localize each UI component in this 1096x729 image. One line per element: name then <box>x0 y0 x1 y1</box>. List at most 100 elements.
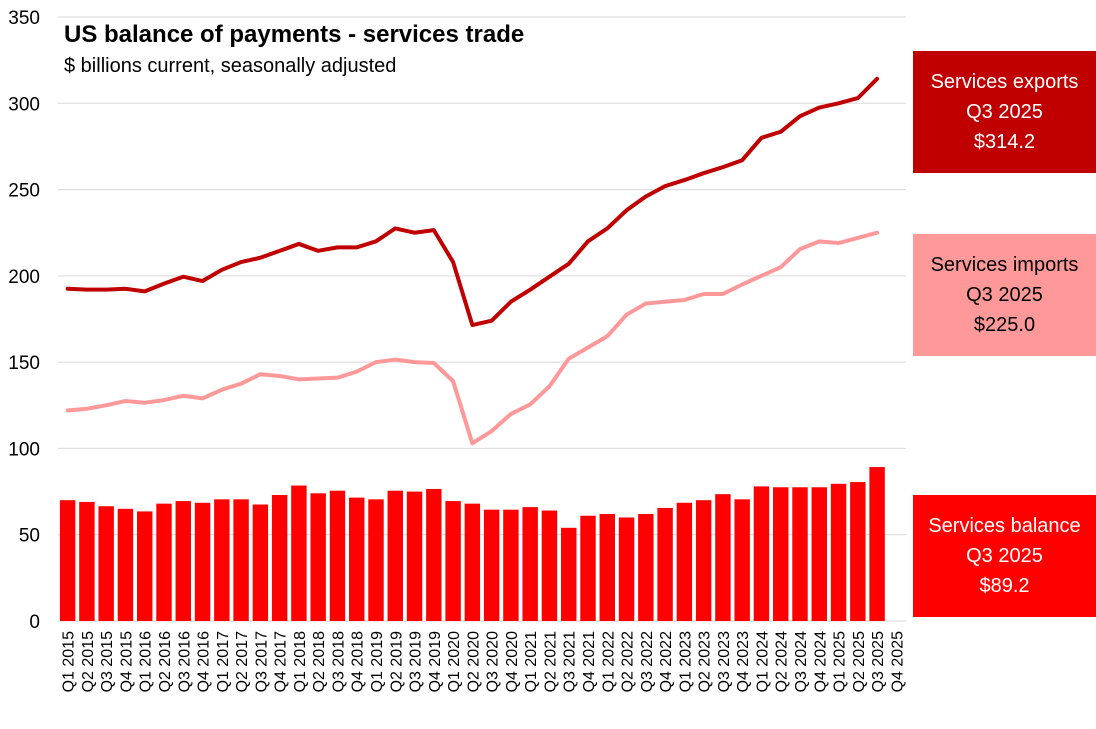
x-tick-label: Q3 2022 <box>639 631 656 692</box>
services-balance-bar <box>156 503 172 621</box>
x-tick-label: Q1 2025 <box>832 631 849 692</box>
services-balance-bar <box>329 490 346 621</box>
services-balance-bar <box>599 514 615 621</box>
services-balance-bar <box>734 499 750 621</box>
services-balance-bar <box>522 507 538 621</box>
x-tick-label: Q4 2024 <box>812 631 829 692</box>
x-tick-label: Q2 2021 <box>542 631 559 692</box>
services-balance-bar <box>753 486 770 621</box>
x-tick-label: Q4 2023 <box>735 631 752 692</box>
x-tick-label: Q2 2019 <box>388 631 405 692</box>
x-tick-label: Q4 2015 <box>118 631 135 692</box>
x-tick-label: Q2 2018 <box>311 631 328 692</box>
x-axis-tick-labels: Q1 2015 Q2 2015 Q3 2015 Q4 2015 Q1 2016 Q2 20… <box>61 631 907 692</box>
x-tick-label: Q3 2024 <box>793 631 810 692</box>
services-balance-bar <box>194 502 211 621</box>
x-tick-label: Q4 2017 <box>273 631 290 692</box>
x-tick-label: Q1 2015 <box>61 631 78 692</box>
services-balance-bar <box>695 500 712 621</box>
y-tick-label: 150 <box>8 353 40 374</box>
callout-value: $89.2 <box>979 575 1030 597</box>
x-tick-label: Q4 2018 <box>350 631 367 692</box>
services-balance-bar <box>580 515 596 621</box>
x-tick-label: Q2 2023 <box>697 631 714 692</box>
services-balance-bar <box>657 507 673 621</box>
x-tick-label: Q1 2020 <box>446 631 463 692</box>
services-balance-bar <box>715 494 731 621</box>
services-balance-bar <box>792 487 808 621</box>
callout-services-balance: Services balance Q3 2025 $89.2 <box>913 495 1096 617</box>
x-tick-label: Q3 2021 <box>562 631 579 692</box>
gridlines <box>58 16 906 622</box>
services-balance-bar <box>233 499 249 621</box>
callout-period: Q3 2025 <box>966 101 1043 123</box>
services-balance-bar <box>387 490 403 621</box>
services-balance-bar <box>291 485 307 621</box>
x-tick-label: Q1 2021 <box>523 631 540 692</box>
x-tick-label: Q1 2016 <box>138 631 155 692</box>
x-tick-label: Q1 2024 <box>754 631 771 692</box>
x-tick-label: Q2 2017 <box>234 631 251 692</box>
y-axis-tick-labels: 0 50 100 150 200 250 300 350 <box>8 8 40 633</box>
chart-title: US balance of payments - services trade <box>64 21 524 48</box>
y-tick-label: 350 <box>8 8 40 29</box>
chart-subtitle: $ billions current, seasonally adjusted <box>64 55 396 77</box>
services-imports-line <box>65 230 880 446</box>
services-balance-bar <box>271 495 288 621</box>
x-tick-label: Q2 2020 <box>465 631 482 692</box>
services-balance-bar <box>676 502 693 621</box>
callout-services-exports: Services exports Q3 2025 $314.2 <box>913 51 1096 173</box>
services-balance-bar <box>426 488 442 621</box>
x-tick-label: Q1 2019 <box>369 631 386 692</box>
services-exports-line <box>65 76 880 328</box>
x-tick-label: Q4 2016 <box>196 631 213 692</box>
x-tick-label: Q3 2018 <box>330 631 347 692</box>
services-balance-bar <box>98 506 114 621</box>
y-tick-label: 100 <box>8 439 40 460</box>
x-tick-label: Q2 2024 <box>774 631 791 692</box>
services-balance-bar <box>214 499 230 621</box>
line-series <box>65 76 880 446</box>
x-tick-label: Q2 2022 <box>620 631 637 692</box>
services-balance-bar <box>773 487 789 621</box>
x-tick-label: Q3 2025 <box>870 631 887 692</box>
x-tick-label: Q3 2017 <box>253 631 270 692</box>
y-tick-label: 250 <box>8 181 40 202</box>
services-balance-bar <box>638 514 654 621</box>
services-balance-bar <box>869 467 885 621</box>
x-tick-label: Q1 2017 <box>215 631 232 692</box>
services-balance-bar <box>811 487 827 621</box>
x-tick-label: Q1 2023 <box>677 631 694 692</box>
x-tick-label: Q4 2019 <box>427 631 444 692</box>
callout-series-name: Services exports <box>930 71 1079 93</box>
services-balance-bar <box>830 483 847 621</box>
y-tick-label: 300 <box>8 94 40 115</box>
services-balance-bar <box>850 482 866 621</box>
x-tick-label: Q3 2016 <box>176 631 193 692</box>
services-balance-bar <box>137 511 153 621</box>
x-tick-label: Q4 2020 <box>504 631 521 692</box>
x-tick-label: Q3 2015 <box>99 631 116 692</box>
services-balance-bar <box>483 509 500 621</box>
y-tick-label: 0 <box>29 612 40 633</box>
callout-period: Q3 2025 <box>966 545 1043 567</box>
x-tick-label: Q2 2015 <box>80 631 97 692</box>
x-tick-label: Q1 2018 <box>292 631 309 692</box>
services-balance-bar <box>310 493 326 621</box>
services-balance-bar <box>79 501 95 621</box>
x-tick-label: Q4 2022 <box>658 631 675 692</box>
x-tick-label: Q3 2019 <box>408 631 425 692</box>
services-balance-bar <box>464 503 481 621</box>
services-balance-bar <box>252 504 269 621</box>
x-tick-label: Q2 2016 <box>157 631 174 692</box>
y-tick-label: 200 <box>8 267 40 288</box>
services-balance-bar <box>406 491 423 621</box>
x-tick-label: Q1 2022 <box>600 631 617 692</box>
y-tick-label: 50 <box>19 526 40 547</box>
x-tick-label: Q3 2023 <box>716 631 733 692</box>
services-balance-bar <box>368 499 384 621</box>
services-balance-bar <box>59 500 76 621</box>
services-balance-bar <box>541 510 558 621</box>
services-balance-bar <box>561 527 577 621</box>
